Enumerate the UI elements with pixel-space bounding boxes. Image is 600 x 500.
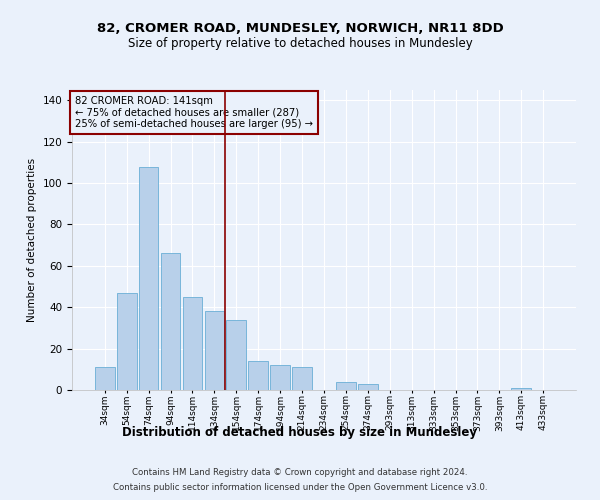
Bar [226,320,246,390]
Text: 82 CROMER ROAD: 141sqm
← 75% of detached houses are smaller (287)
25% of semi-de: 82 CROMER ROAD: 141sqm ← 75% of detached… [74,96,313,129]
Bar [511,388,531,390]
Bar [248,361,268,390]
Bar [182,297,202,390]
Bar [95,367,115,390]
Bar [161,254,181,390]
Bar [205,312,224,390]
Y-axis label: Number of detached properties: Number of detached properties [27,158,37,322]
Text: Contains HM Land Registry data © Crown copyright and database right 2024.: Contains HM Land Registry data © Crown c… [132,468,468,477]
Bar [358,384,378,390]
Bar [292,367,312,390]
Text: Contains public sector information licensed under the Open Government Licence v3: Contains public sector information licen… [113,483,487,492]
Text: 82, CROMER ROAD, MUNDESLEY, NORWICH, NR11 8DD: 82, CROMER ROAD, MUNDESLEY, NORWICH, NR1… [97,22,503,36]
Bar [139,166,158,390]
Text: Distribution of detached houses by size in Mundesley: Distribution of detached houses by size … [122,426,478,439]
Bar [336,382,356,390]
Text: Size of property relative to detached houses in Mundesley: Size of property relative to detached ho… [128,38,472,51]
Bar [270,365,290,390]
Bar [117,293,137,390]
